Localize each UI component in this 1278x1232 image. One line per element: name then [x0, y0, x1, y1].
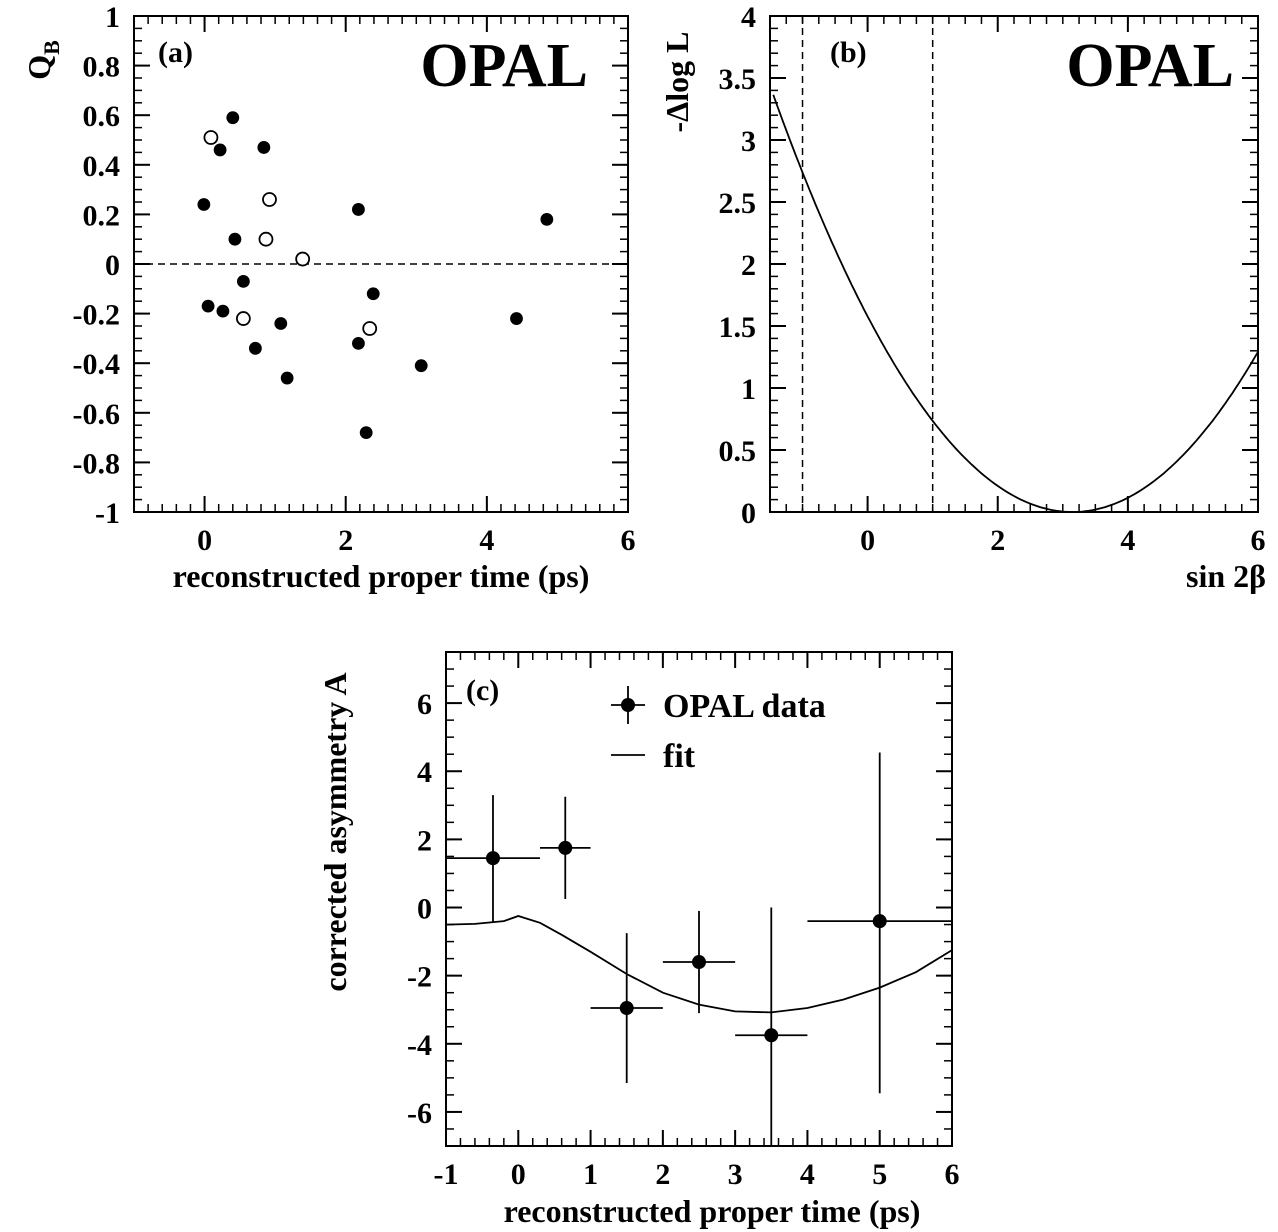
y-tick-label: 0	[417, 893, 432, 926]
data-point	[872, 914, 887, 929]
y-axis-label: QB	[21, 40, 64, 80]
data-point	[692, 955, 706, 970]
data-point-filled	[359, 426, 373, 440]
panel-label: (c)	[466, 674, 499, 707]
data-point-filled	[352, 203, 365, 216]
x-axis-label: reconstructed proper time (ps)	[173, 558, 590, 594]
y-tick-label: -0.2	[73, 299, 121, 332]
opal-brand: OPAL	[1066, 32, 1234, 100]
y-axis-label: corrected asymmetry A	[317, 672, 353, 991]
data-point-open	[295, 251, 311, 267]
x-tick-label: 2	[655, 1158, 670, 1191]
y-tick-label: 0.2	[83, 199, 121, 232]
y-tick-label: -6	[407, 1097, 432, 1130]
data-point-filled	[201, 299, 215, 313]
y-tick-label: -4	[407, 1029, 432, 1062]
data-point-filled	[216, 304, 230, 318]
y-tick-label: 3.5	[719, 63, 757, 96]
y-tick-label: 1.5	[719, 311, 757, 344]
x-tick-label: 6	[621, 524, 636, 557]
data-point-open	[235, 311, 251, 326]
panel-c: -1 0 1 2 3 4 5 6 -6 -4 -2 0 2 4 6 OPAL data fit (c) recons…	[317, 651, 960, 1229]
y-tick-label: 1	[105, 1, 120, 34]
panel-label: (b)	[830, 36, 867, 69]
y-tick-label: 2	[417, 824, 432, 857]
data-point-open	[362, 321, 378, 336]
y-tick-label: -2	[407, 961, 432, 994]
y-tick-label: 2	[741, 249, 756, 282]
data-point-filled	[540, 212, 554, 226]
plot-frame	[445, 651, 953, 1147]
y-tick-label: 0.5	[719, 435, 757, 468]
y-tick-label: 2.5	[719, 187, 757, 220]
y-tick-label: 0.4	[83, 150, 121, 183]
data-point-open	[258, 231, 274, 247]
data-point-filled	[280, 371, 294, 385]
opal-brand: OPAL	[420, 32, 588, 100]
panel-b: 0 2 4 6 0 0.5 1 1.5 2 2.5 3 3.5 4 (b) OPAL sin 2β -Δlog …	[659, 1, 1266, 594]
x-tick-label: 0	[197, 524, 212, 557]
x-tick-label: 2	[990, 524, 1005, 557]
legend-label-data: OPAL data	[663, 688, 826, 725]
y-tick-label: 3	[741, 125, 756, 158]
y-tick-label: 0	[105, 249, 120, 282]
x-tick-label: 2	[338, 524, 353, 557]
data-point	[764, 1028, 779, 1043]
x-tick-label: 1	[583, 1158, 598, 1191]
x-tick-label: 6	[945, 1158, 960, 1191]
y-tick-label: 0.6	[83, 100, 121, 133]
x-tick-label: 5	[872, 1158, 887, 1191]
y-axis-label-sub: B	[39, 40, 64, 55]
data-point-open	[262, 192, 277, 207]
data-point-filled	[226, 111, 240, 125]
x-tick-label: 6	[1251, 524, 1266, 557]
y-tick-label: -0.6	[73, 398, 121, 431]
y-tick-label: -1	[95, 497, 120, 530]
x-tick-label: 3	[728, 1158, 743, 1191]
data-point-filled	[213, 143, 227, 157]
y-tick-label: 0.8	[83, 51, 121, 84]
x-tick-label: 4	[800, 1158, 815, 1191]
y-tick-label: 0	[741, 497, 756, 530]
y-tick-label: -0.8	[73, 447, 121, 480]
x-tick-label: 0	[511, 1158, 526, 1191]
data-point-filled	[248, 341, 262, 355]
data-point-filled	[274, 317, 288, 330]
x-axis-label: sin 2β	[1186, 558, 1266, 594]
legend-marker-point	[621, 698, 635, 712]
likelihood-curve	[772, 94, 1259, 513]
y-axis-label: -Δlog L	[659, 32, 695, 133]
x-axis-label: reconstructed proper time (ps)	[504, 1193, 921, 1229]
data-point	[619, 1001, 634, 1016]
x-tick-label: 0	[860, 524, 875, 557]
data-point-filled	[197, 198, 211, 211]
data-point-filled	[414, 359, 428, 373]
data-point-filled	[236, 274, 250, 288]
x-tick-label: 4	[1120, 524, 1135, 557]
data-point-filled	[257, 141, 271, 154]
data-point-filled	[228, 232, 242, 246]
data-point	[558, 840, 573, 855]
data-point-filled	[352, 336, 365, 350]
data-point	[485, 851, 500, 866]
fit-curve	[445, 915, 953, 1014]
legend-label-fit: fit	[663, 738, 696, 775]
y-tick-label: 6	[417, 688, 432, 721]
panel-label: (a)	[158, 36, 193, 69]
panel-a: 0 2 4 6 -1 -0.8 -0.6 -0.4 -0.2 0 0.2 0.4 0.6 0.8 1 (a) O…	[21, 1, 636, 594]
data-point-filled	[510, 312, 523, 325]
x-tick-label: -1	[434, 1158, 459, 1191]
y-tick-label: -0.4	[73, 348, 121, 381]
data-point-filled	[366, 287, 380, 301]
x-tick-label: 4	[479, 524, 494, 557]
y-axis-label-main: Q	[21, 55, 57, 80]
data-point-open	[203, 130, 219, 145]
y-tick-label: 1	[741, 373, 756, 406]
y-tick-label: 4	[417, 756, 432, 789]
y-tick-label: 4	[741, 1, 756, 34]
